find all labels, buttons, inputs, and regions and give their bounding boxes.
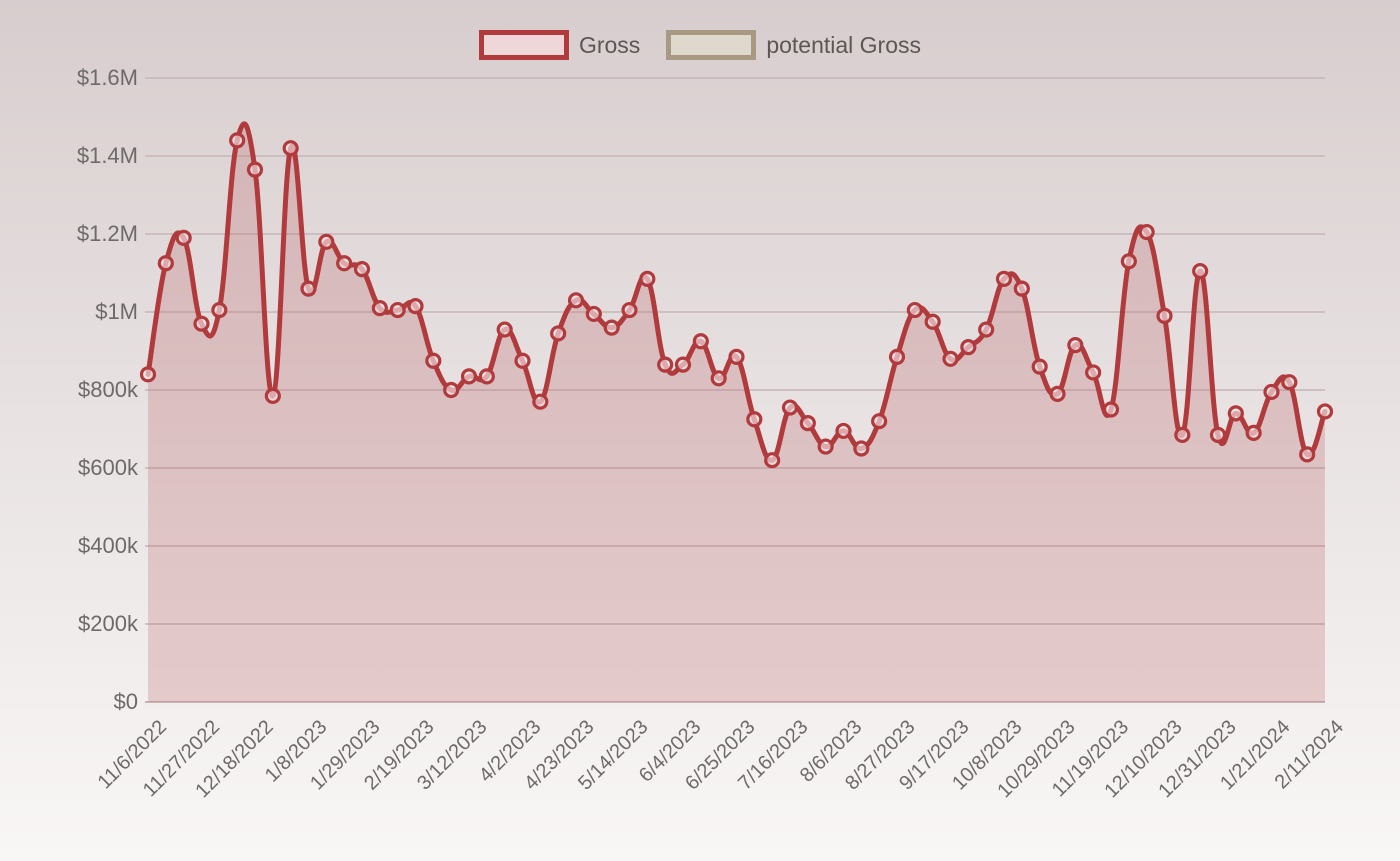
data-point-marker[interactable] [371, 300, 388, 317]
data-point-marker[interactable] [817, 438, 834, 455]
data-point-marker[interactable] [353, 261, 371, 278]
data-point-marker[interactable] [229, 132, 246, 149]
data-point-marker[interactable] [1245, 424, 1262, 441]
potential-gross-swatch-icon [666, 30, 757, 60]
data-point-marker[interactable] [496, 321, 513, 338]
data-point-marker[interactable] [567, 292, 585, 309]
data-point-marker[interactable] [264, 387, 281, 404]
data-point-marker[interactable] [1156, 307, 1173, 324]
data-point-marker[interactable] [1316, 403, 1334, 420]
data-point-marker[interactable] [407, 298, 424, 315]
data-point-marker[interactable] [960, 339, 977, 356]
data-point-marker[interactable] [175, 229, 192, 246]
data-point-marker[interactable] [1049, 385, 1066, 402]
data-point-marker[interactable] [603, 319, 620, 336]
y-axis-label: $200k [78, 611, 138, 636]
data-point-marker[interactable] [835, 422, 852, 440]
y-axis-label: $600k [78, 455, 138, 480]
data-point-marker[interactable] [1174, 426, 1191, 443]
data-point-marker[interactable] [710, 370, 727, 387]
data-point-marker[interactable] [728, 348, 745, 365]
y-axis-label: $0 [113, 689, 138, 714]
y-axis-label: $800k [78, 377, 138, 402]
data-point-marker[interactable] [425, 352, 442, 369]
data-point-marker[interactable] [1299, 446, 1316, 463]
data-point-marker[interactable] [139, 366, 157, 383]
data-point-marker[interactable] [799, 415, 816, 432]
data-point-marker[interactable] [336, 255, 353, 272]
data-point-marker[interactable] [300, 280, 317, 297]
legend-label-potential-gross: potential Gross [766, 31, 922, 58]
gross-area-fill [148, 123, 1325, 702]
data-point-marker[interactable] [764, 452, 781, 469]
data-point-marker[interactable] [318, 233, 335, 250]
y-axis-label: $1M [95, 299, 138, 324]
data-point-marker[interactable] [193, 315, 210, 332]
data-point-marker[interactable] [871, 413, 888, 430]
data-point-marker[interactable] [1102, 401, 1120, 418]
data-point-marker[interactable] [1192, 262, 1209, 280]
data-point-marker[interactable] [1013, 280, 1030, 297]
legend-item-potential-gross[interactable]: potential Gross [666, 30, 921, 60]
data-point-marker[interactable] [1138, 223, 1155, 241]
data-point-marker[interactable] [1263, 383, 1280, 401]
data-point-marker[interactable] [460, 368, 478, 385]
y-axis-label: $400k [78, 533, 138, 558]
data-point-marker[interactable] [211, 301, 228, 319]
data-point-marker[interactable] [157, 255, 174, 272]
y-axis-label: $1.4M [76, 143, 138, 168]
data-point-marker[interactable] [1031, 358, 1048, 375]
data-point-marker[interactable] [924, 313, 941, 330]
data-point-marker[interactable] [621, 301, 638, 319]
data-point-marker[interactable] [282, 140, 299, 157]
data-point-marker[interactable] [942, 350, 959, 367]
data-point-marker[interactable] [1209, 426, 1227, 443]
data-point-marker[interactable] [657, 356, 674, 373]
legend-item-gross[interactable]: Gross [478, 30, 641, 60]
data-point-marker[interactable] [532, 393, 549, 410]
data-point-marker[interactable] [478, 368, 495, 385]
data-point-marker[interactable] [692, 333, 709, 350]
data-point-marker[interactable] [853, 440, 870, 457]
data-point-marker[interactable] [1120, 253, 1137, 270]
y-axis-label: $1.2M [76, 221, 138, 246]
data-point-marker[interactable] [550, 325, 567, 342]
data-point-marker[interactable] [1281, 374, 1298, 391]
y-axis-label: $1.6M [76, 65, 138, 90]
data-point-marker[interactable] [906, 301, 923, 319]
data-point-marker[interactable] [1085, 364, 1102, 381]
data-point-marker[interactable] [246, 161, 264, 178]
data-point-marker[interactable] [639, 270, 656, 287]
gross-swatch-icon [478, 30, 569, 60]
data-point-marker[interactable] [1227, 405, 1244, 422]
data-point-marker[interactable] [514, 352, 531, 369]
data-point-marker[interactable] [978, 321, 995, 338]
data-point-marker[interactable] [781, 399, 799, 416]
data-point-marker[interactable] [443, 381, 460, 399]
data-point-marker[interactable] [995, 270, 1013, 287]
data-point-marker[interactable] [746, 411, 763, 428]
chart-legend: Gross potential Gross [0, 30, 1400, 60]
data-point-marker[interactable] [674, 356, 692, 373]
data-point-marker[interactable] [1067, 337, 1084, 354]
legend-label-gross: Gross [578, 31, 641, 58]
data-point-marker[interactable] [888, 348, 906, 365]
data-point-marker[interactable] [389, 301, 406, 319]
data-point-marker[interactable] [585, 305, 602, 323]
